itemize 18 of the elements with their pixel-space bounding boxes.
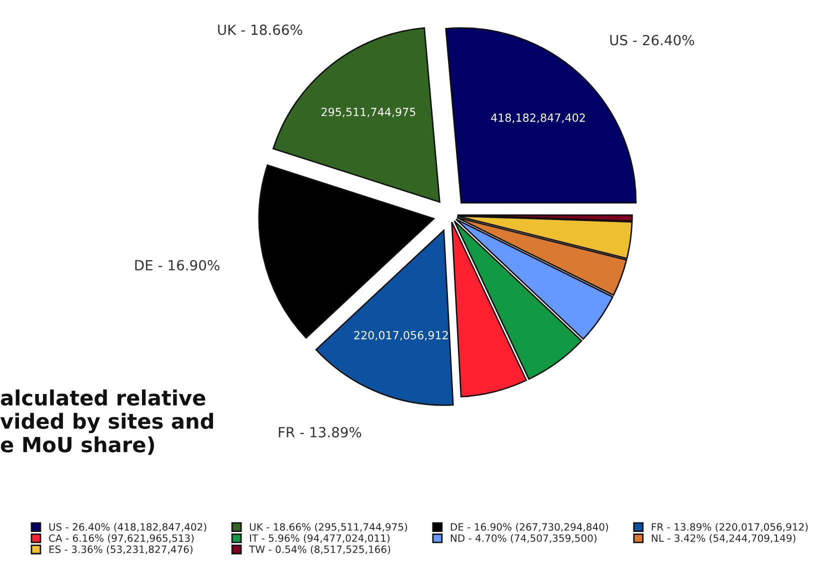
data-label: 295,511,744,975 — [322, 108, 416, 118]
data-label: 418,182,847,402 — [491, 113, 585, 124]
legend-label: ND - 4.70% (74,507,359,500) — [450, 534, 596, 544]
legend-label: ES - 3.36% (53,231,827,476) — [49, 545, 192, 554]
text: UK - 18.66% — [218, 24, 302, 36]
text: US - 26.40% — [610, 34, 694, 46]
legend-label: CA - 6.16% (97,621,965,513) — [49, 534, 194, 544]
legend-label: DE - 16.90% (267,730,294,840) — [450, 522, 608, 532]
data-label: 220,017,056,912 — [354, 330, 448, 341]
legend-label: TW - 0.54% (8,517,525,166) — [249, 545, 390, 554]
legend-label: UK - 18.66% (295,511,744,975) — [250, 522, 408, 532]
text: FR - 13.89% — [278, 426, 362, 438]
legend-label: FR - 13.89% (220,017,056,912) — [652, 522, 808, 532]
legend-label: US - 26.40% (418,182,847,402) — [49, 522, 206, 532]
text: alculated relative vided by sites and e MoU share) — [0, 390, 214, 455]
legend-label: NL - 3.42% (54,244,709,149) — [652, 534, 796, 544]
text: DE - 16.90% — [135, 260, 220, 270]
legend-label: IT - 5.96% (94,477,024,011) — [250, 534, 390, 544]
